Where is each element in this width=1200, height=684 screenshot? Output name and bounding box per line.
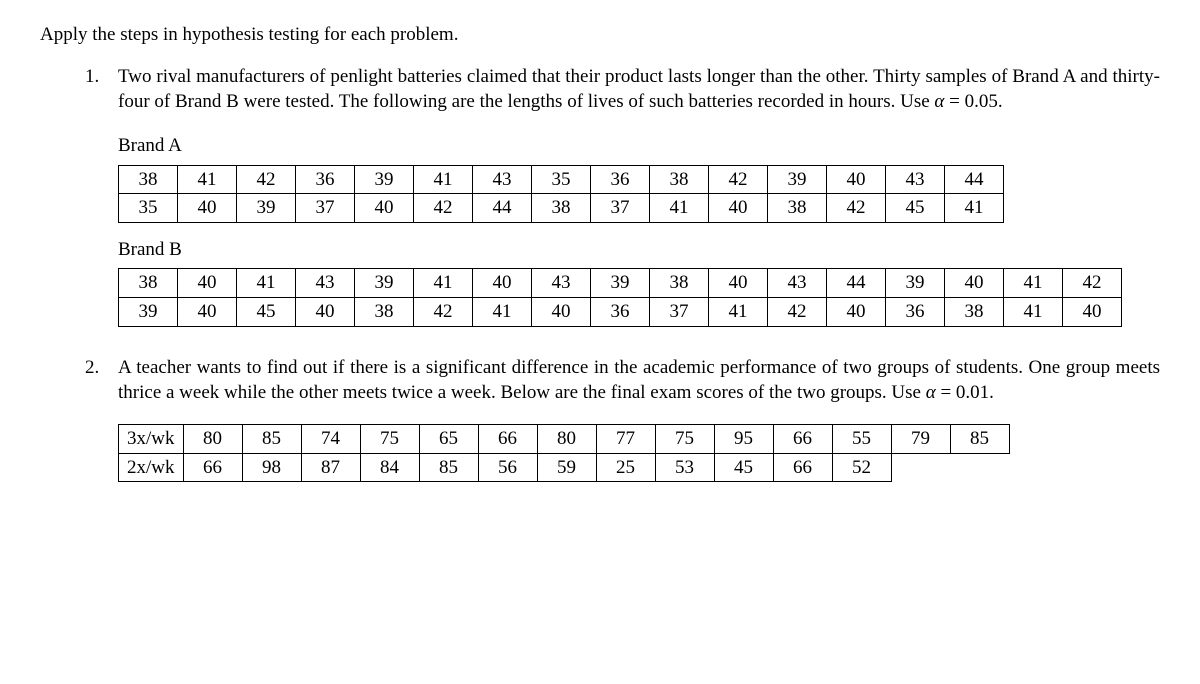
p1-text-a: Two rival manufacturers of penlight batt… <box>118 66 1160 113</box>
problem-2: A teacher wants to find out if there is … <box>104 355 1160 483</box>
p1-text-b: = 0.05. <box>944 91 1002 112</box>
problem-1-text: Two rival manufacturers of penlight batt… <box>118 64 1160 115</box>
row-label-2x: 2x/wk <box>119 453 184 482</box>
table-row: 3x/wk 80 85 74 75 65 66 80 77 75 95 66 5… <box>119 425 1010 454</box>
brand-b-label: Brand B <box>118 237 1160 263</box>
table-row: 38 40 41 43 39 41 40 43 39 38 40 43 44 3… <box>119 269 1122 298</box>
p1-alpha: α <box>934 91 944 112</box>
problem-2-text: A teacher wants to find out if there is … <box>118 355 1160 406</box>
table-row: 2x/wk 66 98 87 84 85 56 59 25 53 45 66 5… <box>119 453 1010 482</box>
brand-a-table: 38 41 42 36 39 41 43 35 36 38 42 39 40 4… <box>118 165 1004 223</box>
table-row: 35 40 39 37 40 42 44 38 37 41 40 38 42 4… <box>119 194 1004 223</box>
p2-alpha: α <box>926 382 936 403</box>
brand-a-label: Brand A <box>118 133 1160 159</box>
intro-text: Apply the steps in hypothesis testing fo… <box>40 22 1160 48</box>
brand-b-table: 38 40 41 43 39 41 40 43 39 38 40 43 44 3… <box>118 268 1122 326</box>
table-row: 38 41 42 36 39 41 43 35 36 38 42 39 40 4… <box>119 165 1004 194</box>
problem-1: Two rival manufacturers of penlight batt… <box>104 64 1160 327</box>
problem-2-table: 3x/wk 80 85 74 75 65 66 80 77 75 95 66 5… <box>118 424 1010 482</box>
p2-text-b: = 0.01. <box>936 382 994 403</box>
table-row: 39 40 45 40 38 42 41 40 36 37 41 42 40 3… <box>119 298 1122 327</box>
row-label-3x: 3x/wk <box>119 425 184 454</box>
p2-text-a: A teacher wants to find out if there is … <box>118 357 1160 404</box>
problem-list: Two rival manufacturers of penlight batt… <box>40 64 1160 483</box>
